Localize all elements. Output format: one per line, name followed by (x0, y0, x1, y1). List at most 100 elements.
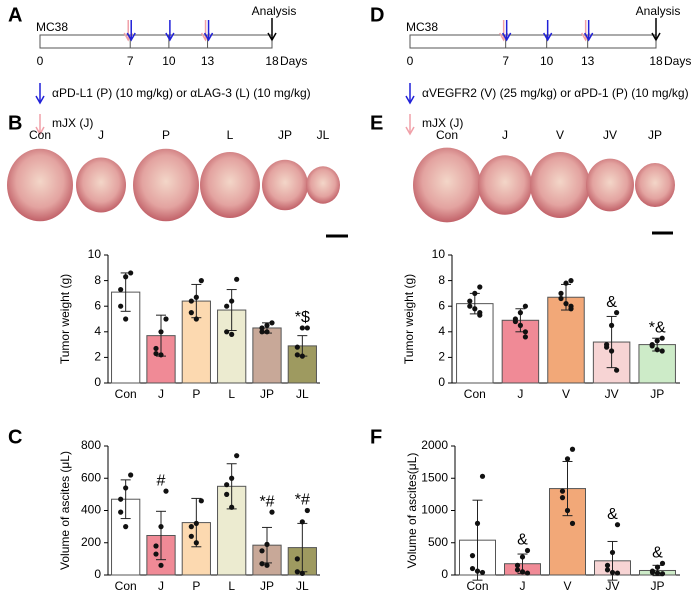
y-tick-label: 200 (81, 535, 101, 549)
arrow-head (651, 32, 661, 42)
data-point (269, 320, 275, 326)
data-point (259, 325, 265, 331)
panel-letter: A (8, 4, 22, 26)
data-point (118, 509, 124, 515)
x-tick-label: JL (296, 387, 309, 401)
data-point (234, 453, 240, 459)
data-point (163, 316, 169, 322)
y-tick-label: 4 (94, 324, 101, 338)
annotation: *# (295, 492, 310, 509)
data-point (234, 276, 240, 282)
timeline-bar (409, 34, 657, 49)
data-point (264, 329, 270, 335)
tumor-photo (133, 148, 199, 222)
y-tick-label: 0 (94, 375, 101, 389)
day-label: 18 (265, 54, 279, 68)
y-tick-label: 600 (81, 470, 101, 484)
arrow-head (543, 32, 553, 42)
photo-label: P (162, 128, 170, 142)
data-point (654, 338, 660, 344)
data-point (153, 551, 159, 557)
day-label: 0 (407, 54, 414, 68)
day-label: 0 (37, 54, 44, 68)
data-point (158, 524, 164, 530)
x-tick-label: V (562, 387, 570, 401)
data-point (474, 520, 481, 527)
data-point (472, 290, 478, 296)
x-tick-label: J (158, 387, 164, 401)
data-point (198, 278, 204, 284)
data-point (304, 325, 310, 331)
unit-label: Days (664, 54, 691, 68)
x-tick-label: JL (296, 579, 309, 591)
day-label: 13 (581, 54, 595, 68)
data-point (659, 571, 666, 577)
y-tick-label: 10 (88, 247, 102, 261)
photo-label: JL (317, 128, 330, 142)
data-point (163, 488, 169, 494)
data-point (153, 543, 159, 549)
y-axis-label: Tumor weight (g) (402, 274, 416, 364)
data-point (467, 303, 473, 309)
bar (547, 296, 585, 384)
x-tick-label: L (228, 579, 235, 591)
data-point (604, 562, 611, 568)
tumor-photo (262, 159, 308, 211)
blue-legend: αPD-L1 (P) (10 mg/kg) or αLAG-3 (L) (10 … (52, 86, 311, 100)
data-point (153, 345, 159, 352)
data-point (224, 329, 230, 335)
day-label: 10 (540, 54, 554, 68)
data-point (229, 331, 235, 337)
arrow-head (126, 32, 136, 42)
data-point (294, 344, 300, 350)
data-point (569, 446, 576, 452)
data-point (614, 310, 620, 316)
tumor-photo (76, 157, 126, 213)
data-point (188, 310, 194, 316)
tumor-photo (478, 155, 532, 215)
photo-label: L (227, 128, 234, 142)
annotation: & (517, 532, 528, 549)
data-point (569, 520, 576, 527)
data-point (128, 472, 134, 478)
y-tick-label: 8 (438, 273, 445, 287)
data-point (649, 343, 655, 349)
photo-label: Con (29, 128, 51, 142)
data-point (229, 298, 235, 304)
photo-label: Con (436, 128, 458, 142)
x-tick-label: Con (115, 579, 137, 591)
x-tick-label: J (158, 579, 164, 591)
data-point (519, 569, 526, 575)
data-point (193, 294, 199, 300)
end-label: Analysis (636, 4, 681, 18)
y-axis-label: Volume of ascites (μL) (58, 451, 72, 570)
data-point (559, 488, 566, 494)
data-point (614, 522, 621, 528)
data-point (188, 524, 194, 530)
arrow-head (165, 32, 175, 42)
y-tick-label: 8 (94, 273, 101, 287)
data-point (522, 329, 529, 335)
y-tick-label: 2000 (421, 438, 448, 452)
data-point (128, 270, 134, 276)
annotation: & (606, 294, 617, 311)
tumor-photo (530, 152, 590, 218)
x-tick-label: JP (650, 387, 664, 401)
data-point (563, 280, 569, 286)
data-point (558, 290, 564, 296)
timeline-bar (39, 34, 273, 49)
data-point (654, 570, 661, 576)
x-tick-label: JV (605, 579, 619, 591)
photo-label: V (556, 128, 564, 142)
data-point (229, 475, 235, 481)
data-point (609, 569, 616, 576)
data-point (524, 570, 531, 576)
day-label: 13 (201, 54, 215, 68)
data-point (614, 570, 621, 576)
tumor-photo (7, 148, 73, 222)
data-point (564, 456, 571, 462)
arrow-head (35, 95, 45, 105)
data-point (259, 561, 265, 567)
tumor-photo (635, 163, 675, 207)
data-point (118, 303, 124, 309)
